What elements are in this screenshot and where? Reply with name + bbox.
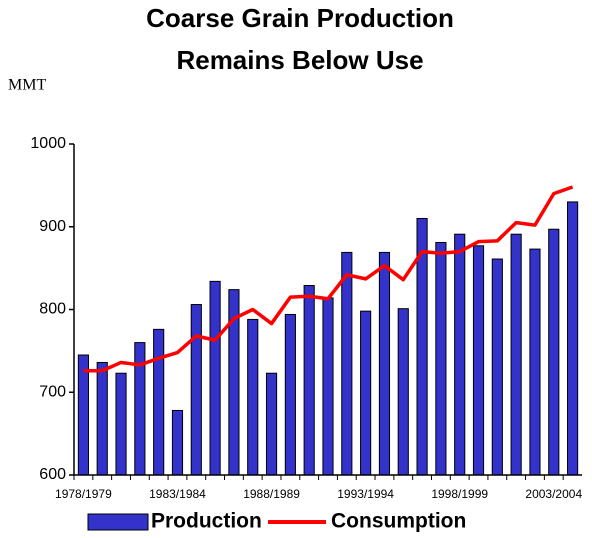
bar (397, 308, 409, 476)
legend-swatch (87, 513, 149, 531)
legend-label: Production (151, 510, 262, 533)
bar (322, 297, 334, 476)
bar (96, 361, 108, 476)
x-tick-label: 1993/1994 (337, 487, 394, 501)
y-tick-label: 700 (39, 383, 66, 400)
bar (341, 251, 353, 476)
bar (115, 372, 127, 476)
chart-title: Coarse Grain Production (146, 3, 454, 33)
bar (153, 328, 165, 476)
bar (303, 285, 315, 476)
line (83, 185, 574, 373)
y-tick-label: 600 (39, 466, 66, 483)
y-tick-label: 1000 (30, 135, 66, 152)
legend-label: Consumption (331, 510, 466, 533)
bar (567, 201, 579, 476)
y-tick-label: 800 (39, 301, 66, 318)
bar (472, 245, 485, 476)
bar (265, 372, 278, 476)
bar (284, 313, 296, 476)
chart-title: Remains Below Use (176, 45, 423, 75)
bar (378, 251, 391, 476)
bar (360, 310, 372, 476)
bar (435, 241, 447, 476)
bar (171, 409, 184, 476)
bar (491, 258, 503, 476)
bar (247, 318, 259, 476)
bar (190, 304, 202, 476)
y-tick-label: 900 (39, 218, 66, 235)
bar (529, 248, 541, 476)
x-tick-label: 1998/1999 (431, 487, 488, 501)
bar (454, 233, 466, 476)
x-tick-label: 1988/1989 (243, 487, 300, 501)
x-tick-label: 1983/1984 (149, 487, 206, 501)
bar (77, 354, 89, 476)
bar (209, 280, 221, 476)
bar (510, 233, 522, 476)
y-axis-label: MMT (8, 77, 46, 94)
x-tick-label: 1978/1979 (55, 487, 112, 501)
x-tick-label: 2003/2004 (525, 487, 582, 501)
bar (548, 228, 560, 476)
